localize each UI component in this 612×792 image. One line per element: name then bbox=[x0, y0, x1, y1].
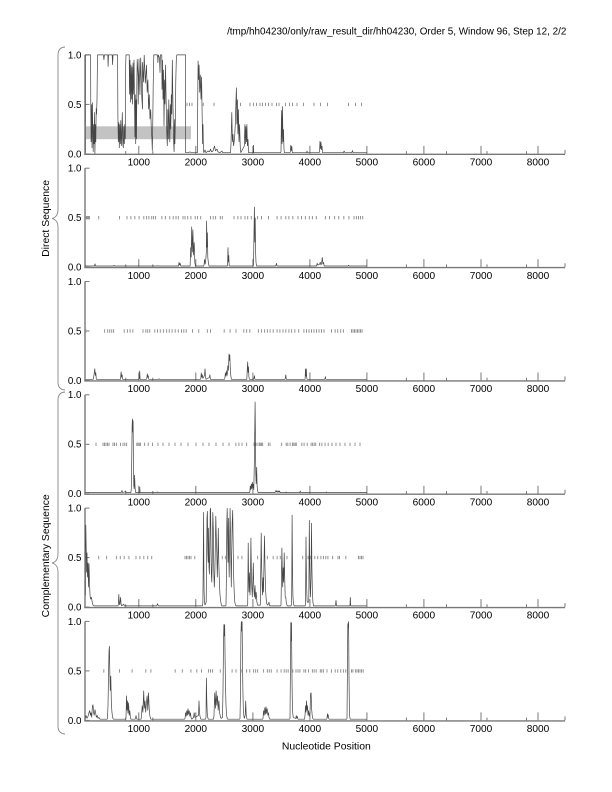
svg-text:0.5: 0.5 bbox=[68, 553, 82, 564]
svg-text:5000: 5000 bbox=[356, 724, 379, 735]
svg-text:5000: 5000 bbox=[356, 384, 379, 395]
svg-text:6000: 6000 bbox=[413, 158, 436, 169]
svg-text:8000: 8000 bbox=[527, 158, 550, 169]
svg-text:1.0: 1.0 bbox=[68, 277, 82, 288]
svg-text:3000: 3000 bbox=[242, 271, 265, 282]
svg-text:3000: 3000 bbox=[242, 497, 265, 508]
svg-text:5000: 5000 bbox=[356, 158, 379, 169]
svg-text:4000: 4000 bbox=[299, 271, 322, 282]
svg-text:2000: 2000 bbox=[185, 611, 208, 622]
svg-text:2000: 2000 bbox=[185, 497, 208, 508]
svg-text:7000: 7000 bbox=[470, 724, 493, 735]
svg-text:4000: 4000 bbox=[299, 724, 322, 735]
svg-text:0.0: 0.0 bbox=[68, 603, 82, 614]
svg-text:1000: 1000 bbox=[128, 271, 151, 282]
svg-text:8000: 8000 bbox=[527, 497, 550, 508]
svg-text:3000: 3000 bbox=[242, 611, 265, 622]
svg-text:0.5: 0.5 bbox=[68, 666, 82, 677]
svg-text:4000: 4000 bbox=[299, 384, 322, 395]
svg-text:3000: 3000 bbox=[242, 724, 265, 735]
svg-text:0.0: 0.0 bbox=[68, 716, 82, 727]
svg-text:4000: 4000 bbox=[299, 497, 322, 508]
svg-text:7000: 7000 bbox=[470, 384, 493, 395]
svg-text:6000: 6000 bbox=[413, 611, 436, 622]
svg-text:Nucleotide Position: Nucleotide Position bbox=[282, 742, 371, 753]
svg-text:1000: 1000 bbox=[128, 611, 151, 622]
svg-text:3000: 3000 bbox=[242, 384, 265, 395]
svg-text:5000: 5000 bbox=[356, 611, 379, 622]
svg-text:2000: 2000 bbox=[185, 724, 208, 735]
svg-text:Direct Sequence: Direct Sequence bbox=[41, 180, 52, 257]
svg-text:2000: 2000 bbox=[185, 271, 208, 282]
svg-text:0.5: 0.5 bbox=[68, 100, 82, 111]
svg-text:0.0: 0.0 bbox=[68, 489, 82, 500]
svg-text:5000: 5000 bbox=[356, 271, 379, 282]
svg-text:2000: 2000 bbox=[185, 158, 208, 169]
svg-text:7000: 7000 bbox=[470, 158, 493, 169]
svg-text:6000: 6000 bbox=[413, 384, 436, 395]
svg-text:1000: 1000 bbox=[128, 158, 151, 169]
svg-text:4000: 4000 bbox=[299, 158, 322, 169]
svg-text:8000: 8000 bbox=[527, 724, 550, 735]
svg-text:6000: 6000 bbox=[413, 724, 436, 735]
svg-text:1.0: 1.0 bbox=[68, 504, 82, 515]
svg-text:6000: 6000 bbox=[413, 497, 436, 508]
svg-text:0.0: 0.0 bbox=[68, 263, 82, 274]
svg-text:0.5: 0.5 bbox=[68, 440, 82, 451]
svg-text:7000: 7000 bbox=[470, 271, 493, 282]
svg-text:3000: 3000 bbox=[242, 158, 265, 169]
svg-text:1000: 1000 bbox=[128, 384, 151, 395]
svg-text:Complementary Sequence: Complementary Sequence bbox=[41, 494, 52, 617]
svg-text:/tmp/hh04230/only/raw_result_d: /tmp/hh04230/only/raw_result_dir/hh04230… bbox=[227, 27, 566, 38]
svg-text:1.0: 1.0 bbox=[68, 617, 82, 628]
svg-text:8000: 8000 bbox=[527, 611, 550, 622]
svg-text:0.0: 0.0 bbox=[68, 149, 82, 160]
svg-text:4000: 4000 bbox=[299, 611, 322, 622]
svg-text:5000: 5000 bbox=[356, 497, 379, 508]
svg-text:1.0: 1.0 bbox=[68, 390, 82, 401]
svg-text:2000: 2000 bbox=[185, 384, 208, 395]
svg-text:8000: 8000 bbox=[527, 384, 550, 395]
svg-text:6000: 6000 bbox=[413, 271, 436, 282]
svg-text:1000: 1000 bbox=[128, 497, 151, 508]
svg-text:1000: 1000 bbox=[128, 724, 151, 735]
svg-text:0.5: 0.5 bbox=[68, 213, 82, 224]
svg-text:1.0: 1.0 bbox=[68, 50, 82, 61]
svg-text:1.0: 1.0 bbox=[68, 164, 82, 175]
svg-text:0.5: 0.5 bbox=[68, 326, 82, 337]
svg-text:0.0: 0.0 bbox=[68, 376, 82, 387]
svg-text:8000: 8000 bbox=[527, 271, 550, 282]
svg-text:7000: 7000 bbox=[470, 497, 493, 508]
svg-text:7000: 7000 bbox=[470, 611, 493, 622]
